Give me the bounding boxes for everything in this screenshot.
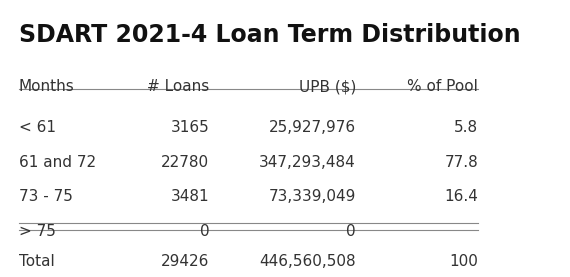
Text: 0: 0 [347,224,356,239]
Text: 22780: 22780 [161,155,209,170]
Text: 0: 0 [200,224,209,239]
Text: 61 and 72: 61 and 72 [19,155,96,170]
Text: Months: Months [19,79,75,94]
Text: # Loans: # Loans [147,79,209,94]
Text: 347,293,484: 347,293,484 [259,155,356,170]
Text: 16.4: 16.4 [444,189,478,204]
Text: 29426: 29426 [161,254,209,269]
Text: 3481: 3481 [171,189,209,204]
Text: 73 - 75: 73 - 75 [19,189,73,204]
Text: > 75: > 75 [19,224,56,239]
Text: % of Pool: % of Pool [407,79,478,94]
Text: 25,927,976: 25,927,976 [269,120,356,135]
Text: 3165: 3165 [170,120,209,135]
Text: 5.8: 5.8 [454,120,478,135]
Text: Total: Total [19,254,55,269]
Text: 73,339,049: 73,339,049 [268,189,356,204]
Text: UPB ($): UPB ($) [299,79,356,94]
Text: SDART 2021-4 Loan Term Distribution: SDART 2021-4 Loan Term Distribution [19,23,520,47]
Text: 77.8: 77.8 [444,155,478,170]
Text: 446,560,508: 446,560,508 [259,254,356,269]
Text: 100: 100 [449,254,478,269]
Text: < 61: < 61 [19,120,56,135]
